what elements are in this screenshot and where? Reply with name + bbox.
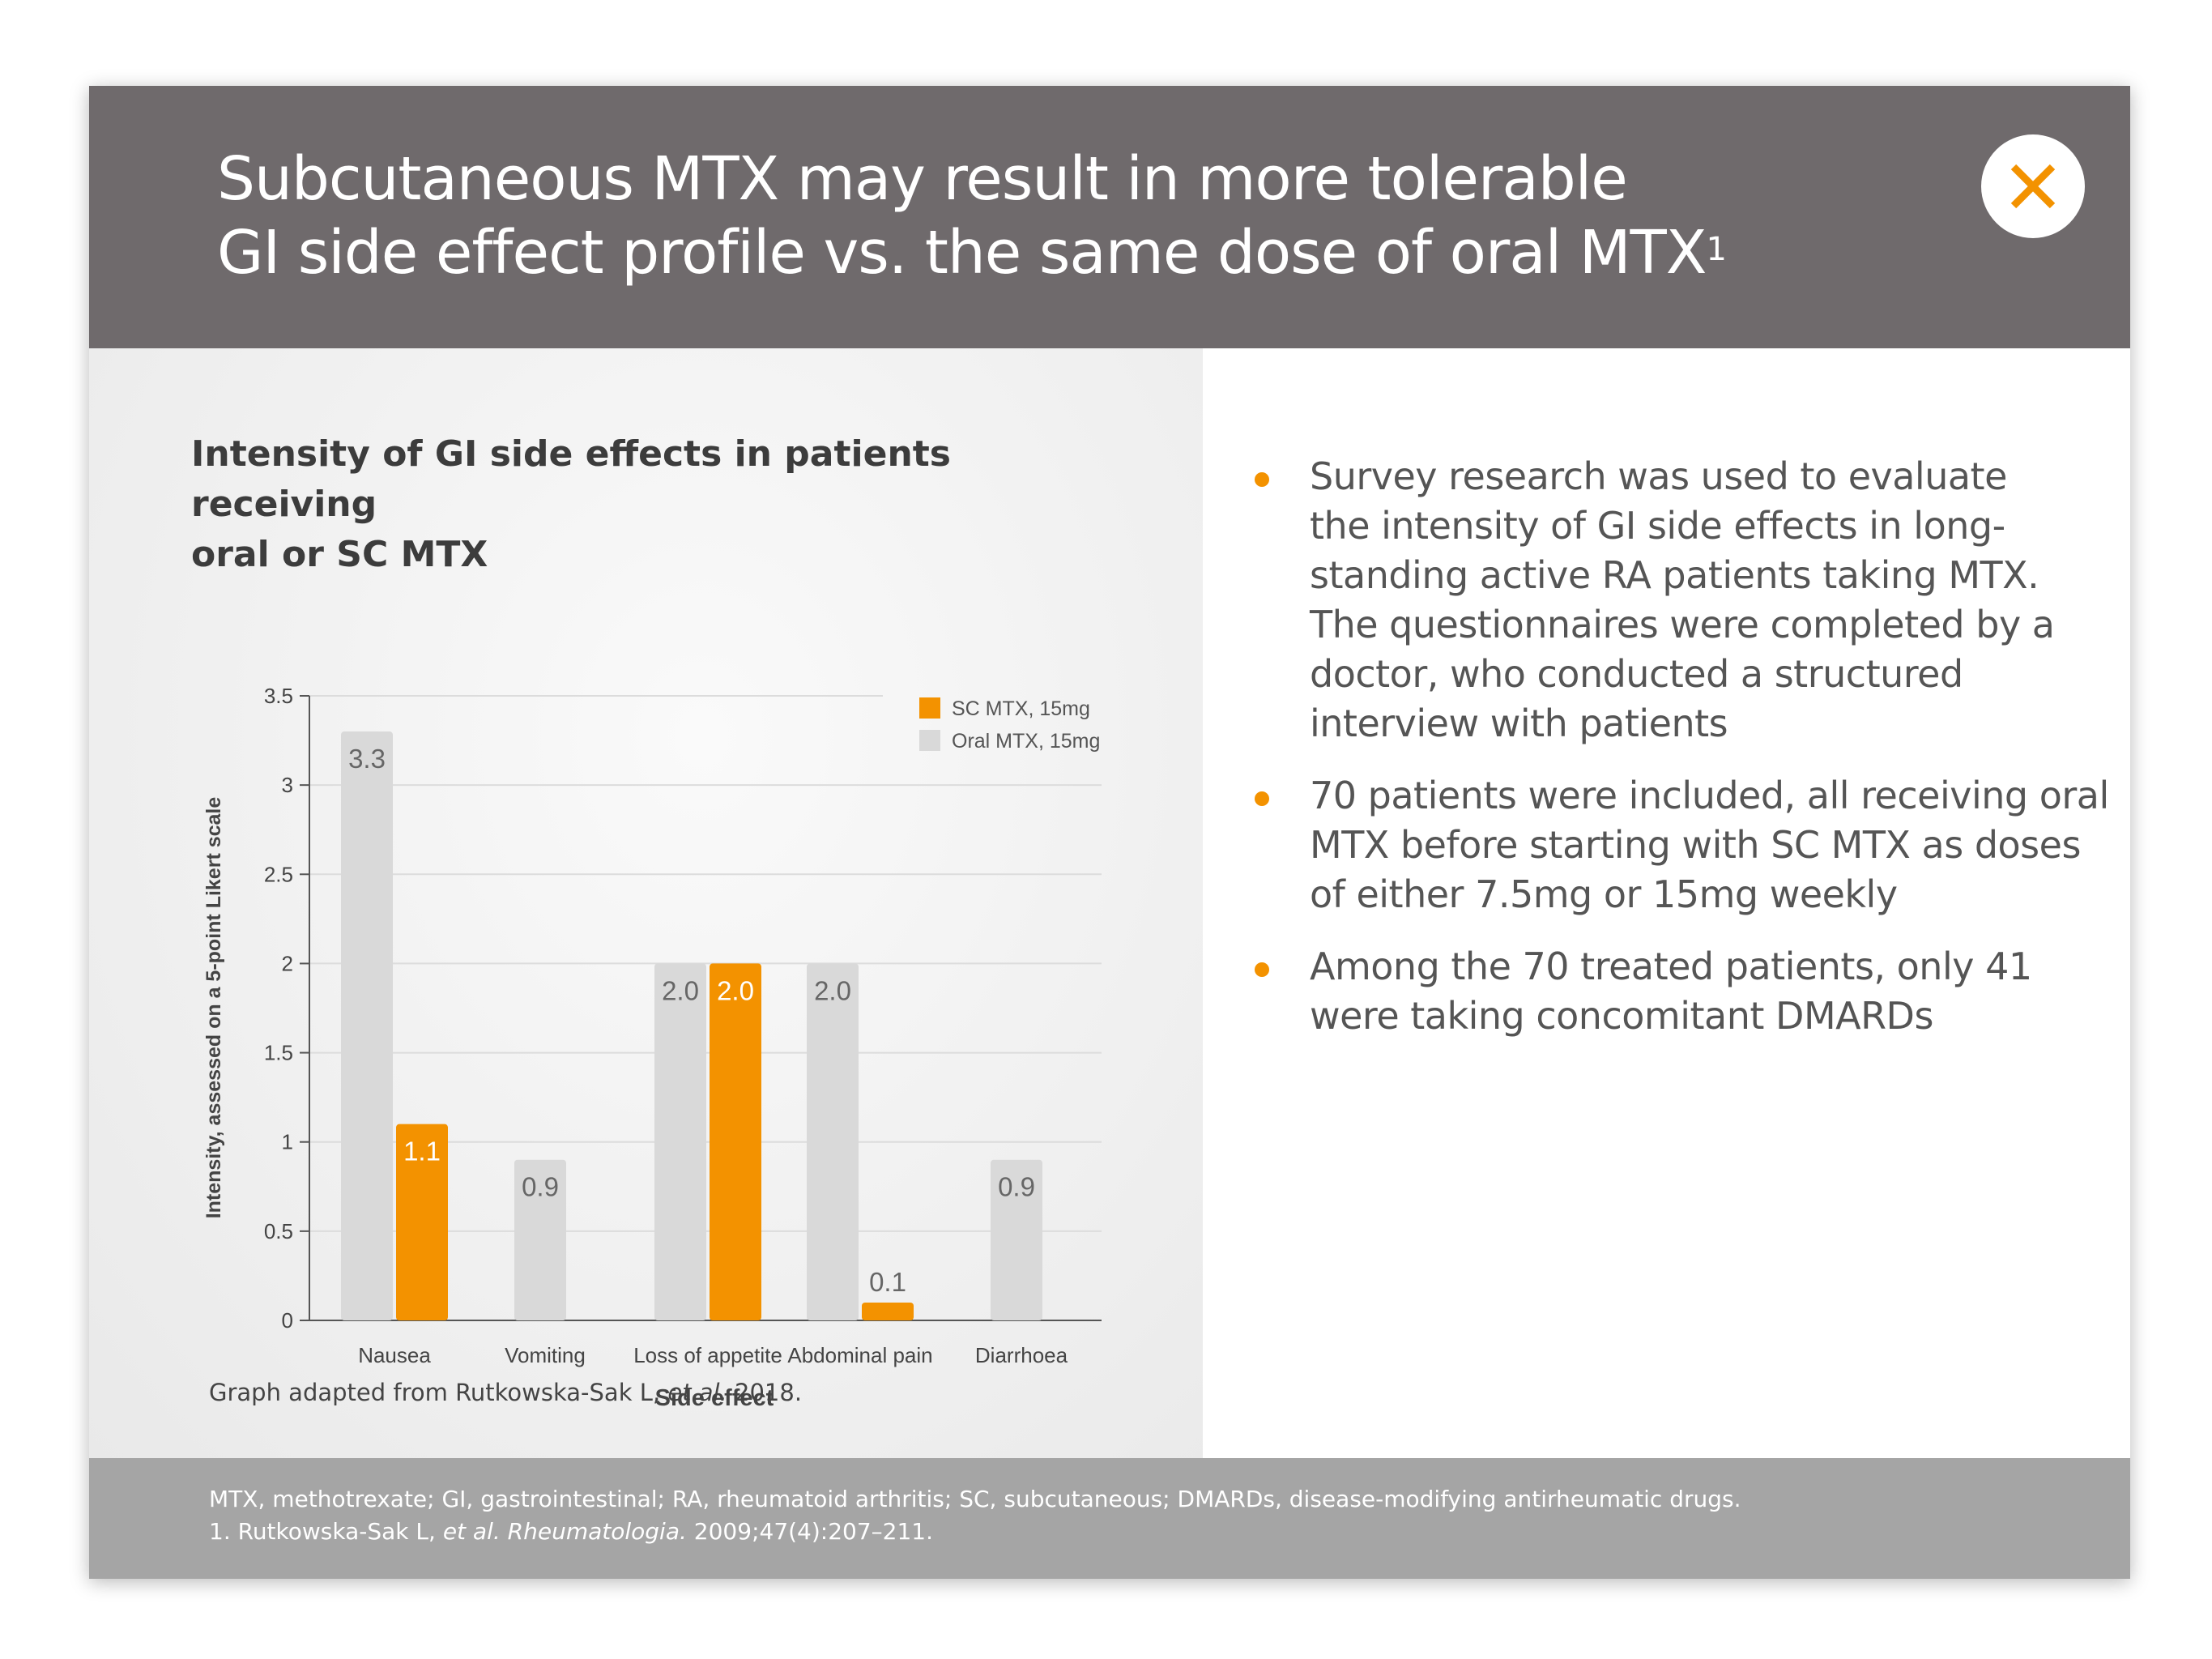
source-suffix: 2018. [727, 1379, 803, 1406]
title-line-2-text: GI side effect profile vs. the same dose… [217, 218, 1707, 288]
legend-label: Oral MTX, 15mg [952, 730, 1100, 753]
ref-prefix: 1. Rutkowska-Sak L, [209, 1518, 443, 1545]
bullet-line: Survey research was used to evaluate [1310, 454, 2007, 498]
data-label-sc: 2.0 [717, 975, 754, 1005]
y-tick-label: 3.5 [264, 684, 293, 708]
page-title: Subcutaneous MTX may result in more tole… [217, 143, 1837, 290]
x-tick-label: Vomiting [505, 1343, 586, 1367]
data-label-sc: 1.1 [403, 1137, 441, 1166]
bullet-line: MTX before starting with SC MTX as doses [1310, 823, 2081, 867]
bar-sc-abdominal-pain [862, 1302, 914, 1320]
bullet-dot-icon [1255, 791, 1269, 806]
source-prefix: Graph adapted from Rutkowska-Sak L, [209, 1379, 668, 1406]
x-axis-label: Side effect [655, 1385, 774, 1411]
y-tick-label: 1.5 [264, 1041, 293, 1065]
title-superscript: 1 [1706, 231, 1726, 268]
title-line-2: GI side effect profile vs. the same dose… [217, 216, 1837, 290]
y-tick-label: 3 [282, 773, 293, 797]
bullet-item: 70 patients were included, all receiving… [1251, 771, 2110, 919]
chart-title-line-2: oral or SC MTX [191, 534, 488, 575]
y-tick-label: 0 [282, 1308, 293, 1333]
bullet-line: the intensity of GI side effects in long… [1310, 504, 2005, 548]
source-italic: et al. [667, 1379, 727, 1406]
bullet-item: Survey research was used to evaluate the… [1251, 452, 2110, 748]
data-label-oral: 2.0 [662, 975, 699, 1005]
bullet-dot-icon [1255, 962, 1269, 977]
y-tick-label: 1 [282, 1130, 293, 1154]
data-label-oral: 2.0 [814, 975, 851, 1005]
legend-label: SC MTX, 15mg [952, 697, 1090, 720]
chart-source-note: Graph adapted from Rutkowska-Sak L, et a… [209, 1379, 802, 1406]
bullet-line: 70 patients were included, all receiving… [1310, 774, 2109, 817]
data-label-oral: 3.3 [348, 744, 386, 774]
footer-bar: MTX, methotrexate; GI, gastrointestinal;… [89, 1458, 2130, 1579]
close-x-icon [2010, 164, 2056, 209]
close-button[interactable] [1981, 134, 2085, 238]
ref-suffix: 2009;47(4):207–211. [686, 1518, 934, 1545]
bullet-list: Survey research was used to evaluate the… [1251, 452, 2110, 1064]
bar-oral-nausea [341, 731, 393, 1320]
header-bar: Subcutaneous MTX may result in more tole… [89, 86, 2130, 348]
bullet-line: interview with patients [1310, 702, 1728, 745]
bar-oral-vomiting [514, 1159, 566, 1320]
data-label-oral: 0.9 [522, 1172, 559, 1202]
ref-italic: et al. Rheumatologia. [442, 1518, 687, 1545]
bullet-line: were taking concomitant DMARDs [1310, 994, 1933, 1038]
y-tick-label: 0.5 [264, 1219, 293, 1243]
bar-sc-nausea [396, 1124, 448, 1320]
x-tick-label: Abdominal pain [787, 1343, 932, 1367]
x-tick-label: Nausea [358, 1343, 431, 1367]
bullet-line: doctor, who conducted a structured [1310, 652, 1963, 696]
y-tick-label: 2.5 [264, 862, 293, 886]
bullet-item: Among the 70 treated patients, only 41 w… [1251, 942, 2110, 1041]
chart-panel: Intensity of GI side effects in patients… [89, 348, 1203, 1458]
bullet-line: Among the 70 treated patients, only 41 [1310, 945, 2032, 988]
chart-title-line-1: Intensity of GI side effects in patients… [191, 433, 951, 525]
footer-reference: 1. Rutkowska-Sak L, et al. Rheumatologia… [209, 1518, 933, 1545]
bar-oral-diarrhoea [991, 1159, 1042, 1320]
bar-chart: 0 0.5 1 1.5 2 2.5 3 3.5 3.3 1.1 Nausea 0.9 Vomiting 2… [202, 684, 1102, 1411]
legend-swatch [919, 730, 940, 751]
title-line-1: Subcutaneous MTX may result in more tole… [217, 144, 1628, 214]
bullet-line: standing active RA patients taking MTX. [1310, 553, 2039, 597]
bullet-dot-icon [1255, 472, 1269, 487]
x-tick-label: Loss of appetite [633, 1343, 782, 1367]
slide-card: Subcutaneous MTX may result in more tole… [89, 86, 2130, 1579]
bullet-line: of either 7.5mg or 15mg weekly [1310, 872, 1898, 916]
x-tick-label: Diarrhoea [975, 1343, 1068, 1367]
legend-swatch [919, 697, 940, 719]
y-tick-label: 2 [282, 951, 293, 975]
bullet-line: The questionnaires were completed by a [1310, 603, 2055, 646]
bar-oral-abdominal-pain [807, 963, 859, 1320]
bar-oral-loss-of-appetite [654, 963, 706, 1320]
text-panel: Survey research was used to evaluate the… [1203, 348, 2130, 1458]
y-axis-label: Intensity, assessed on a 5-point Likert … [202, 797, 225, 1219]
data-label-oral: 0.9 [998, 1172, 1035, 1202]
footer-abbreviations: MTX, methotrexate; GI, gastrointestinal;… [209, 1486, 1741, 1512]
data-label-sc: 0.1 [869, 1267, 906, 1297]
bar-sc-loss-of-appetite [710, 963, 761, 1320]
chart-title: Intensity of GI side effects in patients… [191, 429, 1123, 580]
